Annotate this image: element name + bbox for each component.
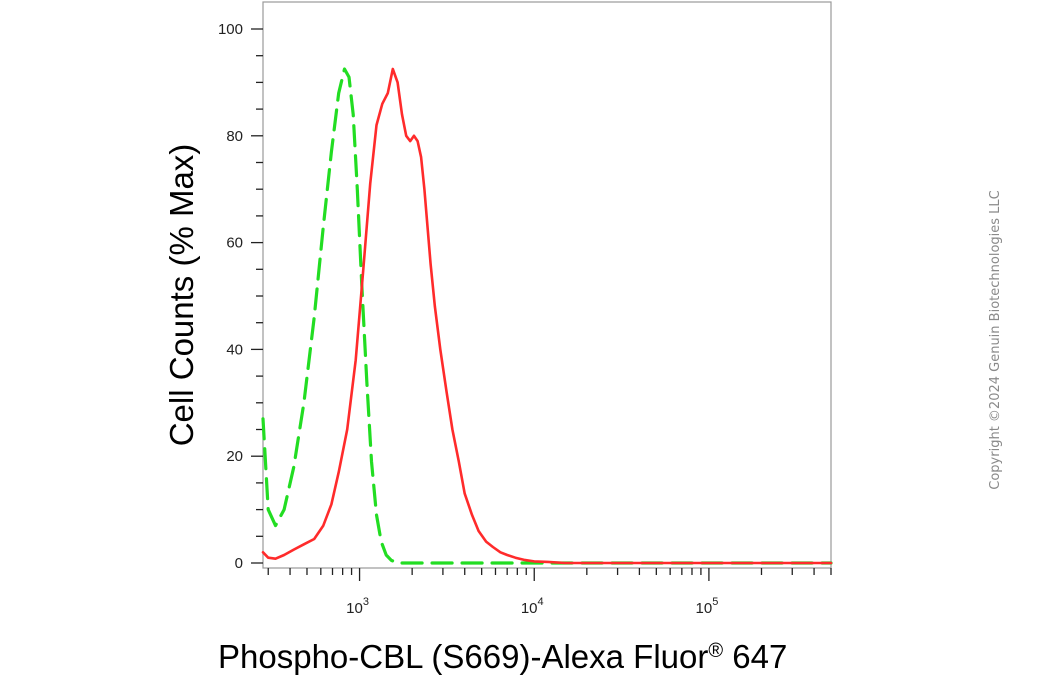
x-tick-label: 103 xyxy=(346,596,369,617)
copyright-text: Copyright ©2024 Genuin Biotechnologies L… xyxy=(988,190,1003,489)
y-tick-label: 80 xyxy=(226,128,243,145)
y-tick-label: 60 xyxy=(226,235,243,252)
x-axis-title-suffix: 647 xyxy=(723,638,787,675)
x-tick-label: 105 xyxy=(696,596,719,617)
y-tick-label: 40 xyxy=(226,341,243,358)
x-axis-title: Phospho-CBL (S669)-Alexa Fluor® 647 xyxy=(218,638,787,675)
x-tick-base: 10 xyxy=(521,600,538,617)
x-tick-label: 104 xyxy=(521,596,544,617)
y-tick-label: 20 xyxy=(226,448,243,465)
x-axis: 103 104 105 xyxy=(267,568,832,617)
y-axis: 0 20 40 60 80 100 xyxy=(218,21,263,572)
x-tick-exponent: 5 xyxy=(712,596,718,608)
series-line-dashed xyxy=(261,67,833,565)
x-tick-exponent: 3 xyxy=(363,596,369,608)
series-layer xyxy=(261,67,833,565)
y-axis-title: Cell Counts (% Max) xyxy=(163,144,200,447)
series-line-solid xyxy=(261,67,833,565)
x-tick-base: 10 xyxy=(346,600,363,617)
x-tick-base: 10 xyxy=(696,600,713,617)
x-tick-exponent: 4 xyxy=(538,596,544,608)
x-axis-title-main: Phospho-CBL (S669)-Alexa Fluor xyxy=(218,638,708,675)
x-axis-title-superscript: ® xyxy=(708,640,723,662)
plot-frame xyxy=(262,1,832,569)
y-tick-label: 0 xyxy=(235,555,243,572)
y-tick-label: 100 xyxy=(218,21,243,38)
